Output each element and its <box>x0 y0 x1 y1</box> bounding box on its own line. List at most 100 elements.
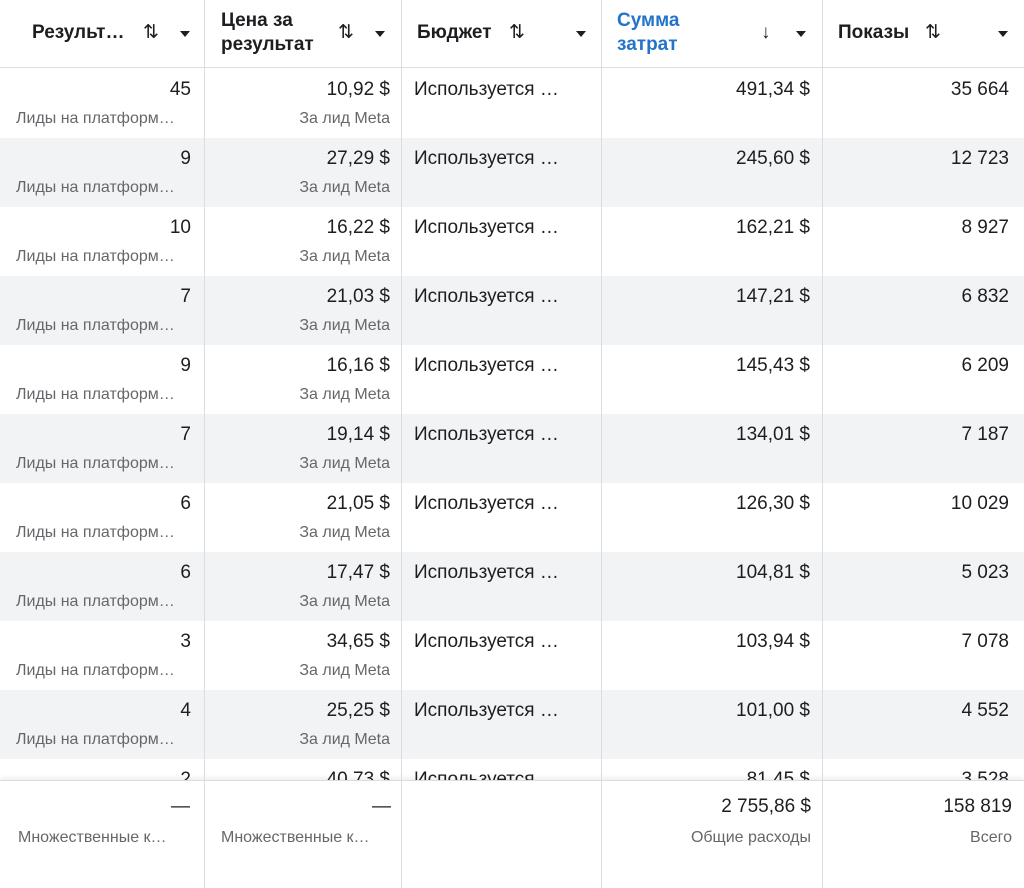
budget-cell[interactable]: Используется … <box>401 552 601 621</box>
budget-value[interactable]: Используется … <box>414 769 559 780</box>
total-amount-spent: 2 755,86 $ <box>721 796 811 817</box>
chevron-down-icon[interactable] <box>375 31 385 37</box>
results-value: 4 <box>180 700 191 721</box>
impressions-value: 6 209 <box>961 355 1009 376</box>
budget-cell[interactable]: Используется … <box>401 207 601 276</box>
column-divider[interactable] <box>822 0 823 888</box>
budget-cell[interactable]: Используется … <box>401 138 601 207</box>
amount-spent-value: 162,21 $ <box>736 217 810 238</box>
budget-value[interactable]: Используется … <box>414 631 559 652</box>
total-impressions-label: Всего <box>970 829 1012 846</box>
impressions-cell: 3 528 <box>822 759 1024 780</box>
cost-per-result-type: За лид Meta <box>299 386 390 403</box>
cost-per-result-cell: 34,65 $ За лид Meta <box>204 621 401 690</box>
amount-spent-cell: 245,60 $ <box>601 138 822 207</box>
budget-cell[interactable]: Используется … <box>401 621 601 690</box>
impressions-value: 3 528 <box>961 769 1009 780</box>
amount-spent-value: 134,01 $ <box>736 424 810 445</box>
budget-cell[interactable]: Используется … <box>401 690 601 759</box>
results-type: Лиды на платформ… <box>16 662 175 679</box>
results-value: 10 <box>169 217 191 238</box>
column-divider[interactable] <box>204 0 205 888</box>
budget-value[interactable]: Используется … <box>414 493 559 514</box>
impressions-value: 7 187 <box>961 424 1009 445</box>
budget-cell[interactable]: Используется … <box>401 276 601 345</box>
total-budget-cell <box>401 781 601 888</box>
impressions-value: 35 664 <box>950 79 1009 100</box>
budget-value[interactable]: Используется … <box>414 148 559 169</box>
cost-per-result-type: За лид Meta <box>299 593 390 610</box>
total-cost-per-result: — <box>372 796 391 817</box>
column-divider[interactable] <box>601 0 602 888</box>
budget-cell[interactable]: Используется … <box>401 759 601 780</box>
column-header-budget[interactable]: Бюджет ⇅ <box>401 0 601 68</box>
budget-value[interactable]: Используется … <box>414 562 559 583</box>
table-row[interactable]: 2Лиды на платформ…40,73 $За лид Meta Испо… <box>0 759 1024 780</box>
budget-cell[interactable]: Используется … <box>401 414 601 483</box>
sort-icon[interactable]: ⇅ <box>509 22 525 43</box>
results-value: 2 <box>180 769 191 780</box>
impressions-cell: 6 209 <box>822 345 1024 414</box>
cost-per-result-cell: 17,47 $ За лид Meta <box>204 552 401 621</box>
cost-per-result-type: За лид Meta <box>299 662 390 679</box>
impressions-value: 8 927 <box>961 217 1009 238</box>
budget-cell[interactable]: Используется … <box>401 345 601 414</box>
table-row[interactable]: 9 Лиды на платформ… 27,29 $ За лид Meta Испо… <box>0 138 1024 207</box>
table-row[interactable]: 9 Лиды на платформ… 16,16 $ За лид Meta Испо… <box>0 345 1024 414</box>
impressions-value: 7 078 <box>961 631 1009 652</box>
chevron-down-icon[interactable] <box>796 31 806 37</box>
cost-per-result-cell: 10,92 $ За лид Meta <box>204 69 401 138</box>
column-label: Показы <box>838 22 910 43</box>
cost-per-result-cell: 27,29 $ За лид Meta <box>204 138 401 207</box>
cost-per-result-value: 21,05 $ <box>326 493 390 514</box>
column-label: Сумма затрат <box>617 10 680 55</box>
cost-per-result-type: За лид Meta <box>299 179 390 196</box>
sort-icon[interactable]: ⇅ <box>925 22 941 43</box>
budget-value[interactable]: Используется … <box>414 355 559 376</box>
results-cell: 2Лиды на платформ… <box>0 759 204 780</box>
amount-spent-value: 145,43 $ <box>736 355 810 376</box>
table-row[interactable]: 6 Лиды на платформ… 17,47 $ За лид Meta Испо… <box>0 552 1024 621</box>
table-row[interactable]: 3 Лиды на платформ… 34,65 $ За лид Meta Испо… <box>0 621 1024 690</box>
budget-cell[interactable]: Используется … <box>401 69 601 138</box>
sort-icon[interactable]: ⇅ <box>338 22 354 43</box>
table-row[interactable]: 45 Лиды на платформ… 10,92 $ За лид Meta Исп… <box>0 69 1024 138</box>
table-row[interactable]: 7 Лиды на платформ… 19,14 $ За лид Meta Испо… <box>0 414 1024 483</box>
budget-value[interactable]: Используется … <box>414 700 559 721</box>
chevron-down-icon[interactable] <box>576 31 586 37</box>
table-row[interactable]: 4 Лиды на платформ… 25,25 $ За лид Meta Испо… <box>0 690 1024 759</box>
amount-spent-cell: 126,30 $ <box>601 483 822 552</box>
column-label: Цена за результат <box>221 10 314 55</box>
column-label: Бюджет <box>417 22 492 43</box>
table-row[interactable]: 7 Лиды на платформ… 21,03 $ За лид Meta Испо… <box>0 276 1024 345</box>
column-header-amount-spent[interactable]: Сумма затрат ↓ <box>601 0 822 68</box>
column-header-cost-per-result[interactable]: Цена за результат ⇅ <box>204 0 401 68</box>
cost-per-result-cell: 19,14 $ За лид Meta <box>204 414 401 483</box>
cost-per-result-value: 34,65 $ <box>326 631 390 652</box>
table-row[interactable]: 10 Лиды на платформ… 16,22 $ За лид Meta Исп… <box>0 207 1024 276</box>
results-cell: 9 Лиды на платформ… <box>0 138 204 207</box>
cost-per-result-cell: 16,22 $ За лид Meta <box>204 207 401 276</box>
sort-desc-icon[interactable]: ↓ <box>761 22 771 43</box>
results-value: 7 <box>180 286 191 307</box>
column-divider[interactable] <box>401 0 402 888</box>
results-value: 9 <box>180 355 191 376</box>
chevron-down-icon[interactable] <box>998 31 1008 37</box>
column-header-results[interactable]: Результ… ⇅ <box>0 0 204 68</box>
impressions-cell: 10 029 <box>822 483 1024 552</box>
budget-value[interactable]: Используется … <box>414 424 559 445</box>
budget-value[interactable]: Используется … <box>414 217 559 238</box>
budget-value[interactable]: Используется … <box>414 286 559 307</box>
budget-value[interactable]: Используется … <box>414 79 559 100</box>
total-cpr-label: Множественные к… <box>221 829 370 846</box>
impressions-cell: 6 832 <box>822 276 1024 345</box>
total-spend-cell: 2 755,86 $ Общие расходы <box>601 781 822 888</box>
sort-icon[interactable]: ⇅ <box>143 22 159 43</box>
chevron-down-icon[interactable] <box>180 31 190 37</box>
results-type: Лиды на платформ… <box>16 248 175 265</box>
table-row[interactable]: 6 Лиды на платформ… 21,05 $ За лид Meta Испо… <box>0 483 1024 552</box>
budget-cell[interactable]: Используется … <box>401 483 601 552</box>
column-header-impressions[interactable]: Показы ⇅ <box>822 0 1024 68</box>
impressions-cell: 7 187 <box>822 414 1024 483</box>
